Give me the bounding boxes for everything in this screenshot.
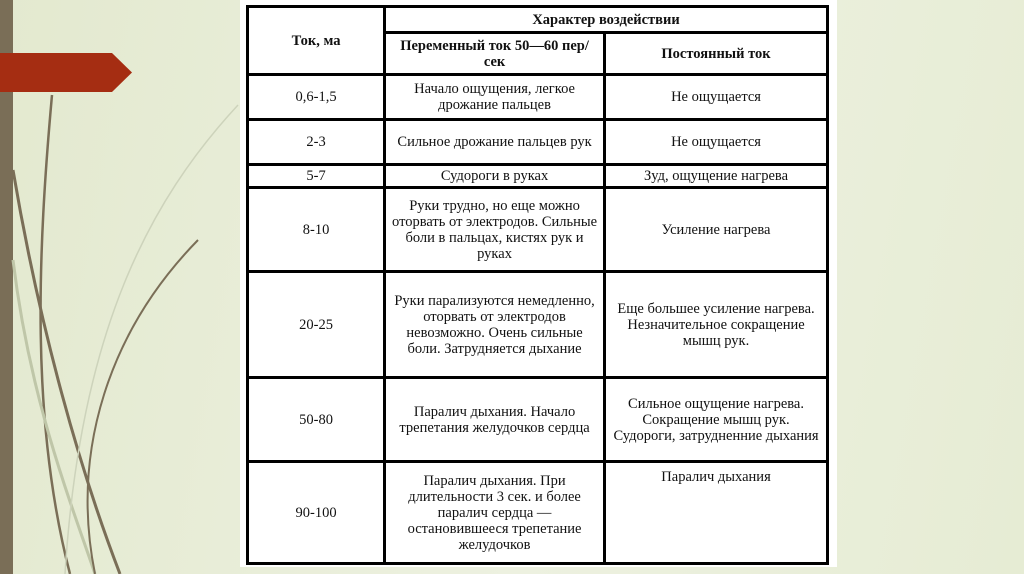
cell-current: 0,6-1,5	[245, 73, 387, 121]
decorative-curves	[11, 94, 239, 574]
header-dc: Постоянный ток	[603, 31, 829, 76]
table-row: 5-7 Судороги в руках Зуд, ощущение нагре…	[245, 163, 829, 189]
table-row: 0,6-1,5 Начало ощущения, легкое дрожание…	[245, 73, 829, 121]
cell-ac: Паралич дыхания. При длительности 3 сек.…	[383, 460, 607, 565]
cell-dc: Не ощущается	[603, 118, 829, 166]
header-current: Ток, ма	[245, 5, 387, 76]
accent-arrow	[0, 53, 132, 92]
cell-current: 5-7	[245, 163, 387, 189]
cell-dc: Паралич дыхания	[603, 460, 829, 565]
cell-dc: Усиление нагрева	[603, 186, 829, 273]
side-bar	[0, 0, 13, 574]
cell-current: 2-3	[245, 118, 387, 166]
header-effect: Характер воздействии	[383, 5, 829, 34]
cell-dc: Сильное ощущение нагрева. Сокращение мыш…	[603, 376, 829, 463]
cell-current: 20-25	[245, 270, 387, 379]
table-row: 50-80 Паралич дыхания. Начало трепетания…	[245, 376, 829, 463]
cell-ac: Руки трудно, но еще можно оторвать от эл…	[383, 186, 607, 273]
cell-current: 50-80	[245, 376, 387, 463]
electric-current-effects-table: Ток, ма Характер воздействии Переменный …	[245, 5, 829, 565]
cell-dc: Не ощущается	[603, 73, 829, 121]
table-row: 90-100 Паралич дыхания. При длительности…	[245, 460, 829, 565]
table-row: 8-10 Руки трудно, но еще можно оторвать …	[245, 186, 829, 273]
table-row: 2-3 Сильное дрожание пальцев рук Не ощущ…	[245, 118, 829, 166]
header-ac: Переменный ток 50—60 пер/сек	[383, 31, 607, 76]
cell-ac: Руки парализуются немедленно, оторвать о…	[383, 270, 607, 379]
cell-ac: Сильное дрожание пальцев рук	[383, 118, 607, 166]
cell-current: 90-100	[245, 460, 387, 565]
cell-current: 8-10	[245, 186, 387, 273]
table-row: 20-25 Руки парализуются немедленно, отор…	[245, 270, 829, 379]
cell-dc: Еще большее усиление нагрева. Незначител…	[603, 270, 829, 379]
cell-ac: Судороги в руках	[383, 163, 607, 189]
cell-ac: Паралич дыхания. Начало трепетания желуд…	[383, 376, 607, 463]
cell-ac: Начало ощущения, легкое дрожание пальцев	[383, 73, 607, 121]
cell-dc: Зуд, ощущение нагрева	[603, 163, 829, 189]
